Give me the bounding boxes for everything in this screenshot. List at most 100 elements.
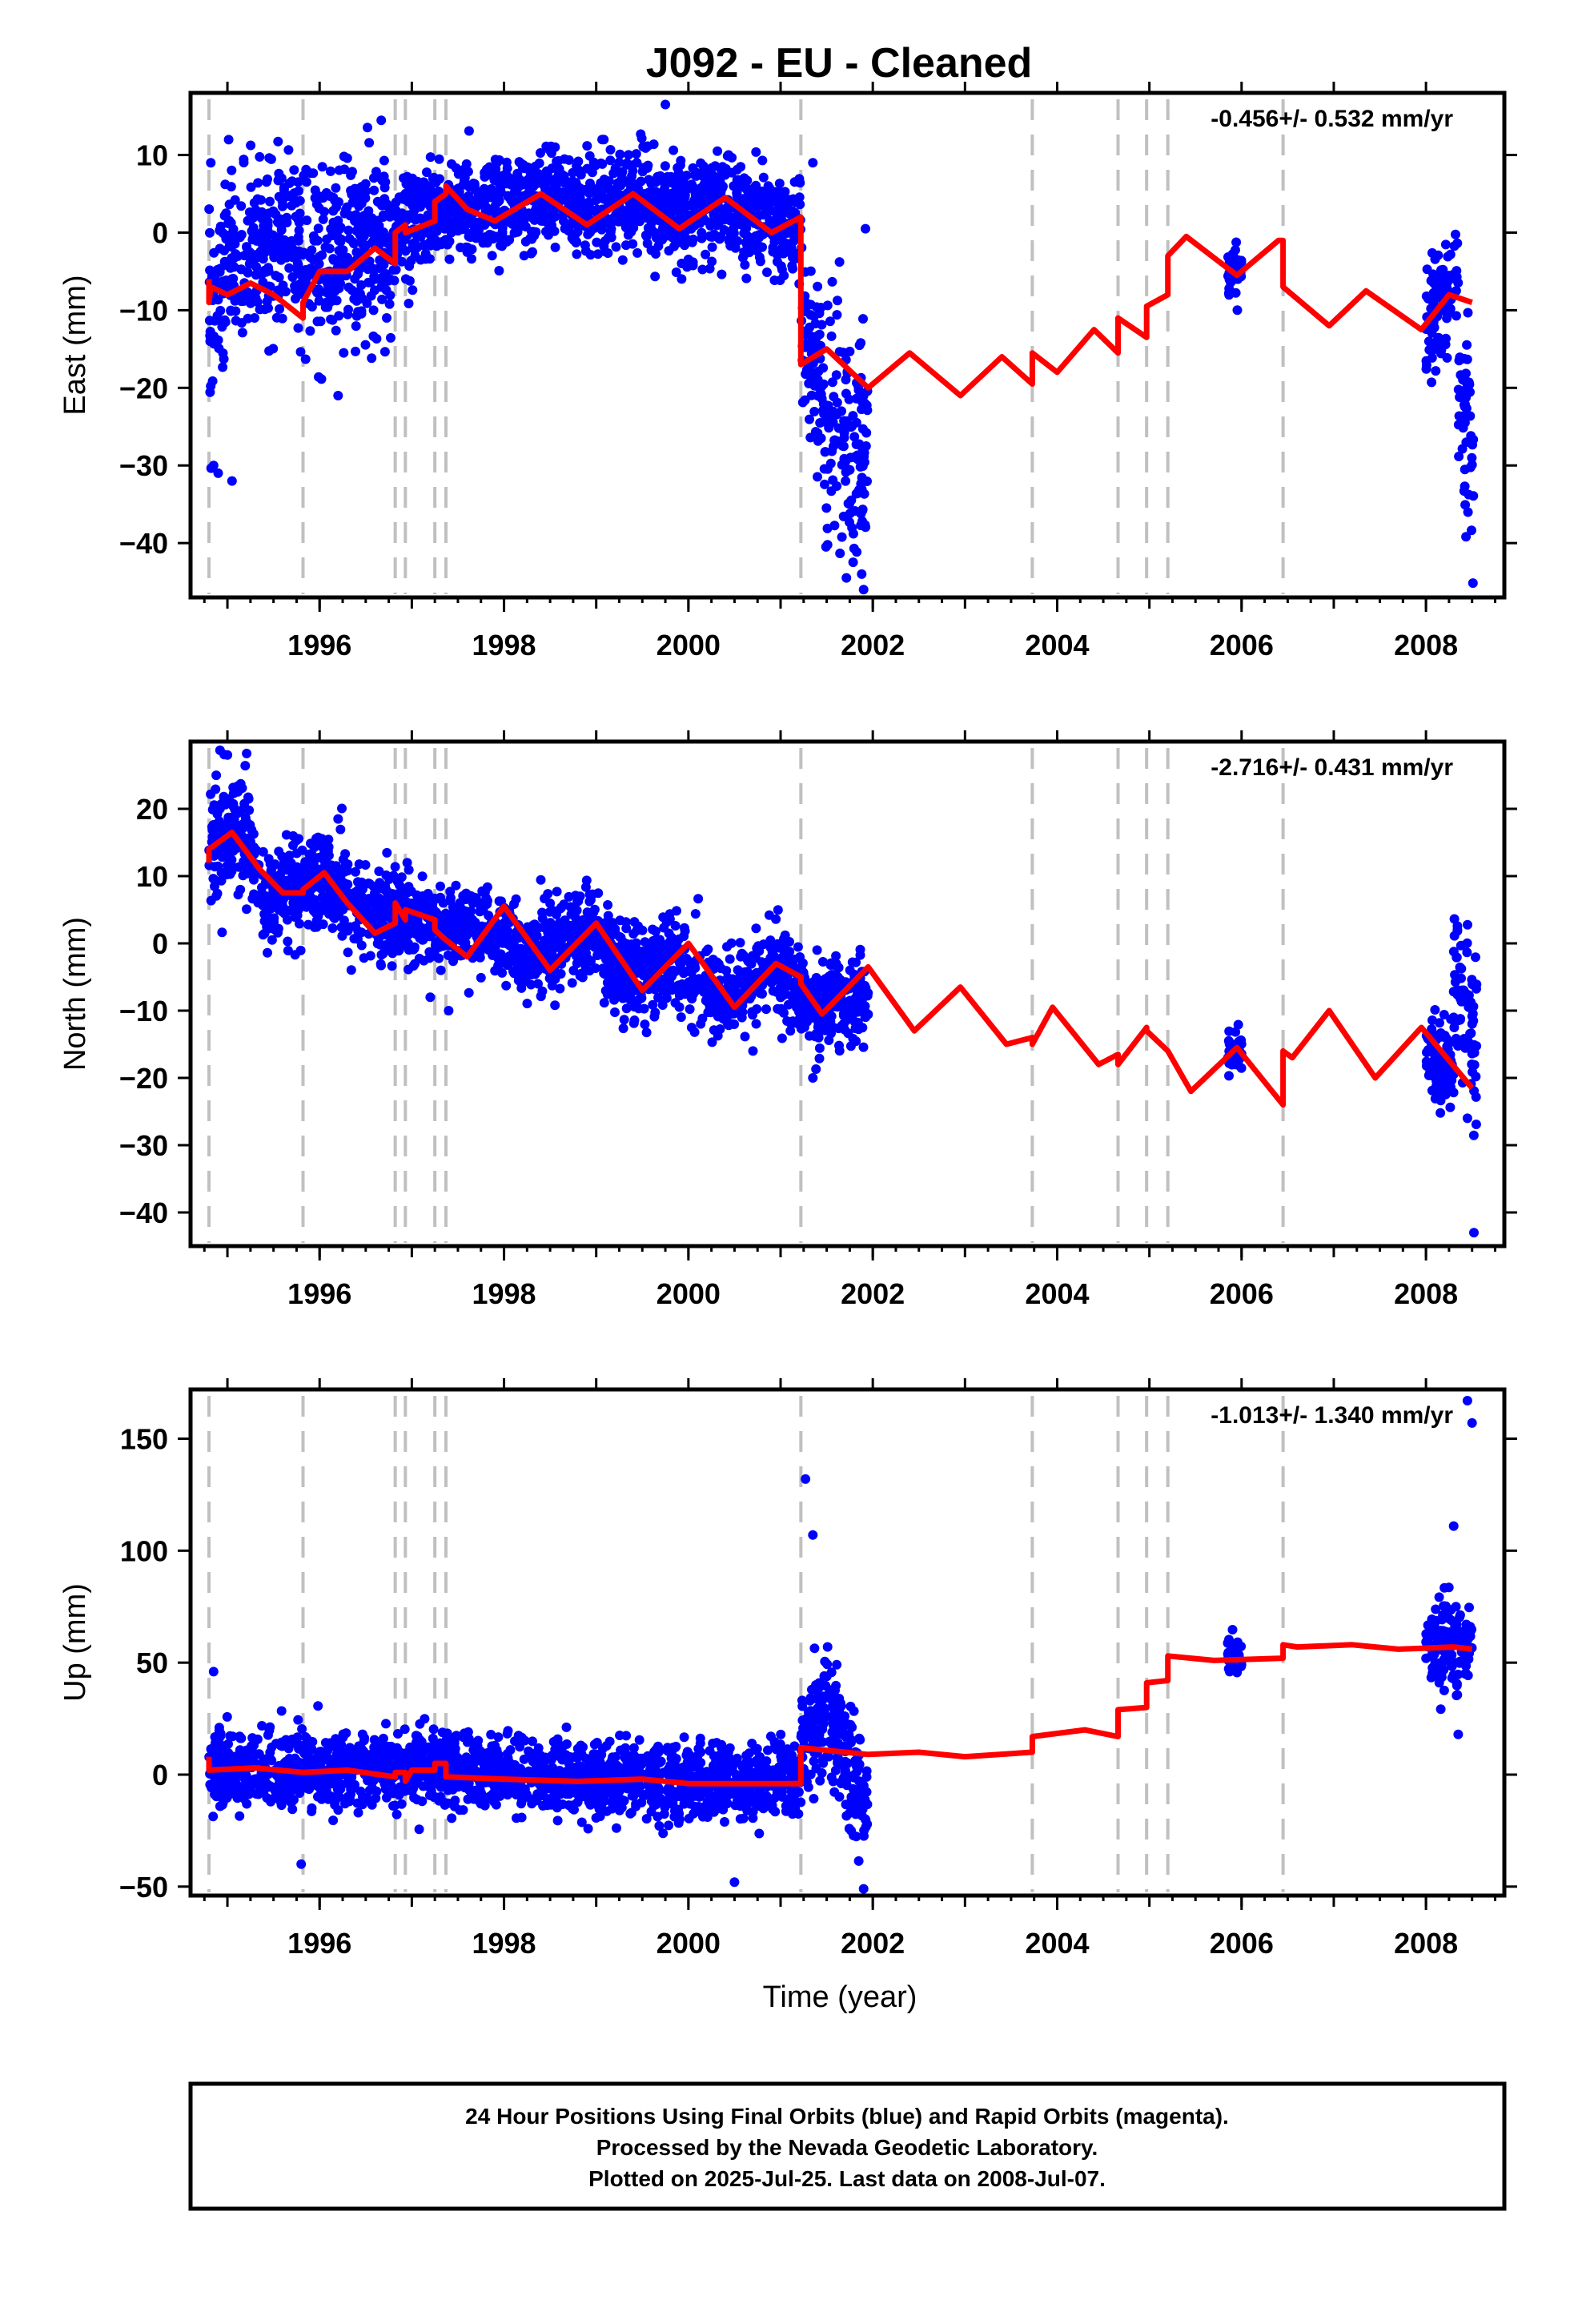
east-data-point <box>295 269 305 279</box>
east-data-point <box>861 400 872 411</box>
east-data-point <box>826 486 837 497</box>
north-data-point <box>603 911 613 921</box>
east-data-point <box>396 256 407 267</box>
east-data-point <box>621 159 632 170</box>
east-data-point <box>841 416 852 426</box>
north-data-point <box>486 945 496 955</box>
east-data-point <box>549 211 560 222</box>
east-data-point <box>754 232 765 243</box>
east-data-point <box>1443 251 1453 262</box>
east-x-tick-label: 2004 <box>1025 629 1089 661</box>
east-outlier-point <box>857 569 867 579</box>
east-data-point <box>425 185 436 195</box>
north-data-point <box>693 894 704 904</box>
east-data-point <box>314 296 324 306</box>
north-data-point <box>592 951 603 960</box>
east-data-point <box>287 272 298 282</box>
north-data-point <box>725 1009 735 1019</box>
east-y-tick-label: −40 <box>119 527 168 560</box>
east-outlier-point <box>208 460 219 471</box>
east-data-point <box>573 156 584 167</box>
east-data-point <box>356 280 367 290</box>
east-data-point <box>275 304 285 314</box>
east-data-point <box>237 328 247 338</box>
north-data-point <box>337 931 347 941</box>
east-data-point <box>463 167 473 177</box>
north-data-point <box>377 883 387 894</box>
north-data-point <box>239 798 250 809</box>
east-data-point <box>697 233 707 243</box>
east-data-point <box>264 346 275 356</box>
north-x-tick-label: 2006 <box>1210 1277 1274 1310</box>
east-data-point <box>410 251 420 261</box>
north-data-point <box>375 939 385 950</box>
north-data-point <box>814 1053 825 1063</box>
north-data-point <box>226 812 236 822</box>
east-data-point <box>536 148 545 158</box>
east-data-point <box>788 263 798 274</box>
east-data-point <box>665 173 676 183</box>
north-data-point <box>577 923 588 934</box>
east-model-line <box>206 183 1473 399</box>
north-data-point <box>793 942 803 952</box>
north-data-point <box>676 1012 686 1023</box>
east-data-point <box>669 198 680 208</box>
north-y-tick-label: −40 <box>119 1196 168 1229</box>
east-data-point <box>482 238 492 248</box>
north-data-point <box>602 978 612 987</box>
north-data-point <box>847 1012 857 1023</box>
north-data-point <box>773 905 783 915</box>
north-data-point <box>620 941 631 951</box>
north-outlier-point <box>402 858 412 868</box>
east-data-point <box>265 246 275 256</box>
east-data-point <box>814 329 825 340</box>
up-data-point <box>293 1715 303 1725</box>
east-data-point <box>829 435 840 445</box>
up-data-point <box>720 1817 729 1827</box>
north-data-point <box>820 1025 830 1035</box>
north-data-point <box>644 943 654 954</box>
east-data-point <box>596 179 607 188</box>
north-data-point <box>573 951 584 962</box>
east-data-point <box>328 296 339 306</box>
north-data-point <box>615 931 625 942</box>
north-data-point <box>413 927 424 937</box>
east-data-point <box>741 239 752 250</box>
east-data-point <box>1467 525 1476 536</box>
north-data-point <box>1446 1082 1456 1092</box>
east-data-point <box>236 230 247 239</box>
east-data-point <box>580 240 590 251</box>
north-data-point <box>608 918 618 928</box>
east-data-point <box>334 165 344 175</box>
north-data-point <box>814 1043 825 1053</box>
north-data-point <box>777 1033 787 1043</box>
north-data-point <box>526 979 536 990</box>
north-data-point <box>240 761 251 771</box>
north-data-point <box>303 869 314 879</box>
east-data-point <box>762 267 772 277</box>
north-data-point <box>396 929 407 939</box>
east-data-point <box>462 247 472 257</box>
east-data-point <box>721 211 731 222</box>
north-data-point <box>547 980 557 991</box>
east-data-point <box>277 219 287 230</box>
north-data-point <box>461 931 472 941</box>
north-y-tick-label: −30 <box>119 1129 168 1162</box>
east-data-point <box>1427 247 1437 258</box>
east-data-point <box>351 321 361 332</box>
north-x-tick-label: 2000 <box>656 1277 721 1310</box>
east-data-point <box>617 167 628 177</box>
east-data-point <box>854 485 864 495</box>
east-data-point <box>559 216 568 227</box>
north-data-point <box>338 904 348 915</box>
north-data-point <box>249 875 259 885</box>
east-data-point <box>219 354 229 364</box>
north-data-point <box>829 1023 838 1032</box>
east-data-point <box>223 135 234 145</box>
north-data-point <box>417 935 428 945</box>
east-data-point <box>360 340 371 350</box>
east-data-point <box>835 549 845 558</box>
east-data-point <box>1431 366 1441 376</box>
east-data-point <box>856 509 866 519</box>
east-data-point <box>645 211 656 222</box>
